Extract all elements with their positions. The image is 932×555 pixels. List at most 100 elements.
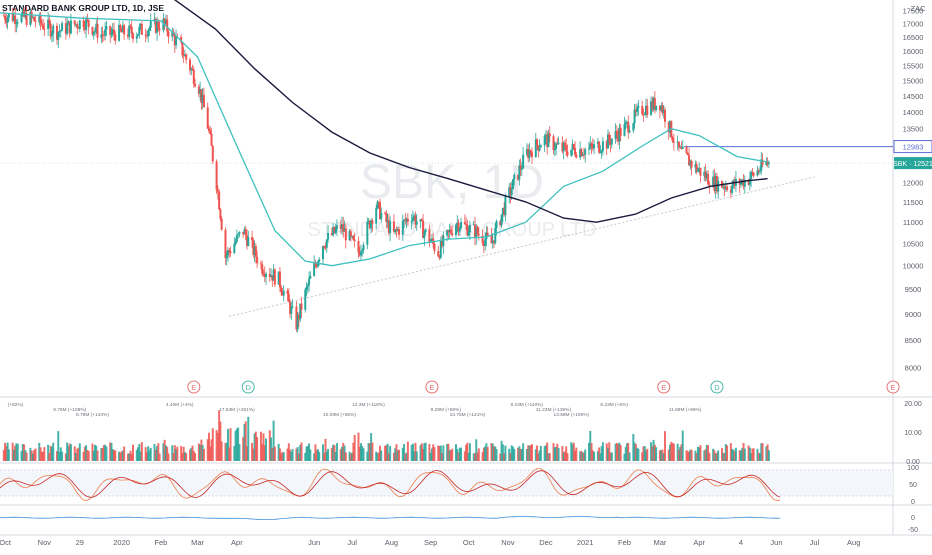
candle-body [686, 152, 689, 156]
candle [95, 19, 98, 34]
candle [519, 158, 522, 176]
volume-bar [304, 452, 307, 461]
candle [752, 171, 755, 178]
candle-body [704, 171, 707, 179]
volume-bar [273, 446, 276, 461]
candle [557, 136, 560, 145]
volume-bar [607, 447, 609, 461]
candle-body [414, 215, 417, 225]
volume-bar [546, 442, 549, 461]
candle [367, 218, 370, 225]
candle-body [91, 27, 94, 35]
volume-bar [441, 452, 444, 461]
candle-body [121, 25, 124, 33]
volume-bar [126, 453, 129, 461]
volume-bar [455, 444, 457, 461]
event-label: E [890, 383, 895, 392]
candle-body [537, 145, 540, 151]
volume-bar [64, 453, 67, 461]
volume-bar [145, 452, 148, 461]
candle [339, 219, 342, 234]
price-tick-label: 16500 [903, 33, 924, 42]
volume-bar [379, 445, 381, 461]
candle [61, 20, 64, 31]
candle [375, 204, 378, 230]
volume-bar [499, 453, 502, 461]
candle [109, 25, 112, 43]
candle-body [714, 176, 717, 191]
volume-bar [368, 443, 371, 461]
candle-body [660, 105, 663, 111]
candle [92, 31, 95, 40]
candle-body [109, 26, 112, 35]
volume-bar [561, 445, 564, 461]
volume-annotation: 13.58M (+195%) [554, 412, 590, 418]
volume-annotation: 8.79M (+144%) [76, 412, 109, 418]
candle [428, 224, 431, 248]
candle-body [703, 171, 706, 176]
candle-body [76, 24, 79, 28]
volume-bar [428, 443, 431, 461]
candle [695, 161, 698, 175]
price-axis[interactable]: 17500 17000 16500 16000 15500 15000 14500 14000… [893, 6, 932, 373]
candle-body [259, 263, 262, 265]
candle [183, 50, 186, 57]
volume-bar [56, 451, 58, 461]
candle-body [557, 142, 560, 144]
volume-bar [194, 453, 197, 461]
volume-bar [377, 452, 380, 461]
volume-bar [316, 449, 319, 461]
candle [31, 15, 34, 19]
volume-bar [137, 447, 140, 461]
volume-bar [313, 453, 316, 461]
volume-bar [39, 447, 42, 461]
candle [724, 180, 727, 193]
volume-bar [343, 445, 346, 461]
candle [694, 160, 697, 174]
candle-body [162, 18, 165, 31]
event-circle [886, 380, 900, 394]
event-circle [187, 380, 201, 394]
candle-body [437, 250, 440, 257]
volume-bar [600, 446, 603, 461]
candle [476, 225, 479, 236]
volume-bar [94, 444, 96, 461]
candle-body [552, 136, 555, 151]
candle-body [387, 219, 390, 234]
candle [449, 225, 452, 235]
candle-body [252, 240, 255, 255]
candle [420, 217, 423, 222]
candle-body [401, 220, 404, 235]
candle [316, 260, 319, 268]
candle-body [424, 229, 427, 233]
candle-body [219, 209, 222, 219]
candle-body [463, 222, 466, 225]
candle-body [619, 127, 622, 136]
candle-body [438, 256, 441, 258]
candle [211, 145, 214, 165]
volume-bar [566, 453, 569, 461]
candle-body [253, 246, 256, 255]
volume-bar [750, 453, 753, 461]
candle [330, 227, 333, 237]
chart-watermark: SBK, 1D [360, 156, 544, 209]
candle-body [525, 149, 528, 155]
symbol-title: STANDARD BANK GROUP LTD, 1D, JSE [2, 3, 164, 13]
time-axis[interactable]: Oct Nov 29 2020 Feb Mar Apr Jun Jul Aug Sep Oct Nov D… [0, 538, 860, 547]
candle [522, 147, 525, 170]
candle [101, 26, 104, 43]
candle-body [149, 21, 152, 28]
volume-bar [299, 444, 302, 461]
candle [566, 144, 569, 158]
candle-body [39, 15, 42, 24]
candle-body [237, 234, 240, 236]
candle-body [626, 121, 628, 123]
candle [281, 287, 284, 296]
volume-bar [270, 437, 273, 461]
volume-bar [562, 452, 565, 461]
time-tick-label: Sep [424, 538, 437, 547]
volume-bar [253, 433, 256, 461]
candle-body [538, 147, 541, 151]
